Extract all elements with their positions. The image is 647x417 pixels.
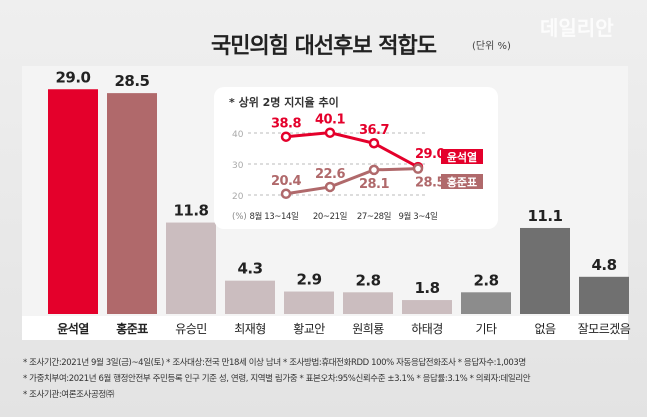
series-line-홍준표 [285,167,419,196]
bar-하태경 [402,300,452,314]
y-tick-label: 40 [232,130,244,140]
category-label: 원희룡 [352,322,384,336]
series-line-윤석열 [285,131,419,169]
category-label: 황교안 [293,322,325,336]
point-value-label: 28.1 [359,177,390,192]
bar-value-label: 2.8 [473,271,498,289]
series-point [368,164,380,176]
legend-badge [441,149,483,164]
label-row [22,316,628,340]
point-value-label: 40.1 [315,113,346,128]
bar-value-label: 29.0 [55,68,90,86]
category-label: 최재형 [234,322,266,336]
series-point [324,181,336,193]
legend-badge [441,174,483,189]
bar-value-label: 2.8 [355,271,380,289]
category-label: 윤석열 [57,321,89,336]
series-point [280,188,292,200]
category-label: 없음 [534,322,556,336]
category-label: 홍준표 [116,321,148,336]
point-value-label: 36.7 [359,123,390,138]
x-tick-label: 9월 3~4일 [399,211,438,222]
category-label: 하태경 [411,322,443,336]
bar-윤석열 [48,89,98,314]
category-label: 유승민 [175,322,207,336]
series-point [368,137,380,149]
watermark-logo: 데일리안 [540,16,614,40]
note-line: * 조사기간:2021년 9월 3일(금)~4일(토) * 조사대상:전국 만1… [23,358,526,368]
inset-title: * 상위 2명 지지율 추이 [229,95,339,109]
series-point [324,127,336,138]
note-line: * 가중치부여:2021년 6월 행정안전부 주민등록 인구 기준 성, 연령,… [23,374,531,384]
bar-value-label: 28.5 [114,72,149,90]
category-label: 기타 [475,322,497,336]
bar-홍준표 [107,93,157,314]
bar-value-label: 4.8 [591,256,616,274]
note-line: * 조사기관:여론조사공정㈜ [23,390,114,400]
bar-value-label: 2.9 [296,271,321,289]
legend-label: 윤석열 [447,150,477,164]
unit-label: (단위 %) [472,41,511,52]
point-value-label: 28.5 [415,176,446,191]
bar-최재형 [225,280,275,314]
point-value-label: 20.4 [271,174,302,189]
bar-잘모르겠음 [579,276,629,314]
x-tick-label: 8월 13~14일 [250,211,299,222]
survey-notes: * 조사기간:2021년 9월 3일(금)~4일(토) * 조사대상:전국 만1… [23,355,531,403]
bar-value-label: 1.8 [414,279,439,297]
point-value-label: 38.8 [271,117,302,132]
bar-기타 [461,292,511,314]
y-unit-label: (%) [232,212,247,222]
bar-황교안 [284,291,334,314]
bar-value-label: 11.8 [173,202,208,220]
series-point [412,163,424,174]
x-tick-label: 20~21일 [313,212,347,222]
point-value-label: 29.0 [415,147,446,162]
bar-없음 [520,227,570,314]
x-tick-label: 27~28일 [357,212,391,222]
y-tick-label: 20 [232,192,244,202]
category-label: 잘모르겠음 [578,322,631,336]
chart-title: 국민의힘 대선후보 적합도 [211,34,437,59]
series-point [280,131,292,142]
bar-유승민 [166,222,216,314]
bar-value-label: 4.3 [237,260,262,278]
y-tick-label: 30 [232,161,244,171]
bar-value-label: 11.1 [527,207,562,225]
point-value-label: 22.6 [315,167,346,182]
bar-원희룡 [343,292,393,314]
legend-label: 홍준표 [447,175,477,189]
